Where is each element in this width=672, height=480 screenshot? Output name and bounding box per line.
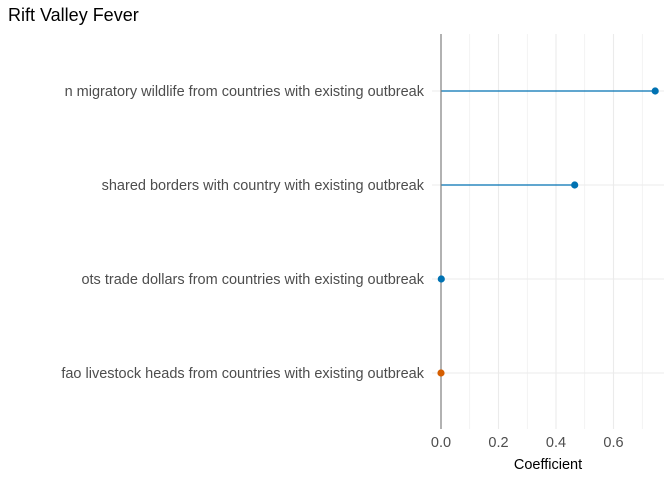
chart-title: Rift Valley Fever <box>8 5 139 25</box>
lollipop-stems <box>441 90 656 280</box>
lollipop-point <box>437 275 445 283</box>
lollipop-point <box>437 369 445 377</box>
category-label: fao livestock heads from countries with … <box>61 366 424 382</box>
y-axis-category-labels: n migratory wildlife from countries with… <box>61 84 424 382</box>
x-tick-label: 0.2 <box>488 435 508 451</box>
x-tick-label: 0.6 <box>603 435 623 451</box>
grid-lines <box>432 34 664 429</box>
category-label: ots trade dollars from countries with ex… <box>81 272 424 288</box>
category-label: n migratory wildlife from countries with… <box>65 84 425 100</box>
lollipop-point <box>651 87 659 95</box>
lollipop-points <box>437 87 659 377</box>
x-axis-title: Coefficient <box>514 457 582 473</box>
x-axis-tick-labels: 0.0 0.2 0.4 0.6 <box>431 435 624 451</box>
x-tick-label: 0.4 <box>546 435 566 451</box>
x-tick-label: 0.0 <box>431 435 451 451</box>
category-label: shared borders with country with existin… <box>102 178 425 194</box>
lollipop-point <box>571 181 579 189</box>
